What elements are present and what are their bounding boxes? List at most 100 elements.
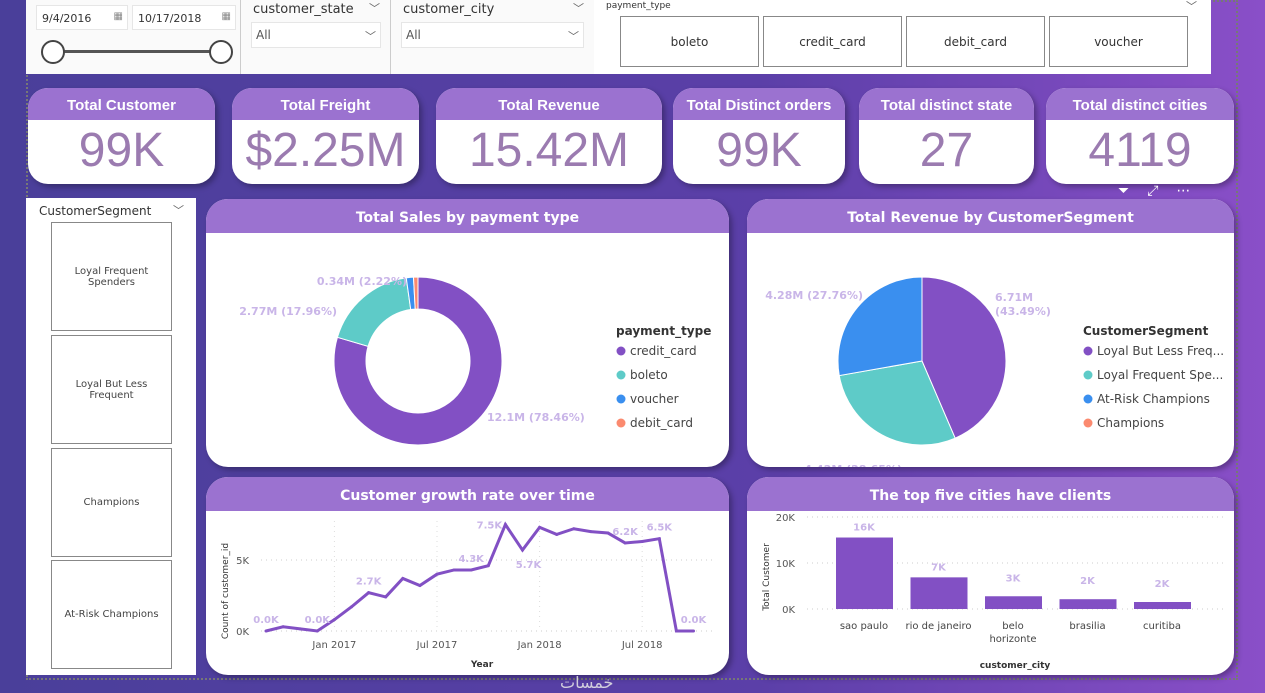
segment-option[interactable]: Loyal Frequent Spenders — [51, 222, 172, 331]
legend-item: credit_card — [630, 344, 697, 358]
data-point — [384, 595, 388, 599]
payment-option-credit-card[interactable]: credit_card — [763, 16, 902, 67]
payment-type-slicer: payment_type ﹀ boleto credit_card debit_… — [594, 0, 1211, 74]
pie-slice-debit_card — [412, 276, 419, 310]
legend-item: boleto — [630, 368, 668, 382]
date-start-input[interactable]: 9/4/2016 ▦ — [36, 5, 128, 30]
data-point — [572, 527, 576, 531]
chevron-down-icon[interactable]: ﹀ — [369, 2, 380, 15]
payment-option-debit-card[interactable]: debit_card — [906, 16, 1045, 67]
data-point — [418, 584, 422, 588]
pie-svg: 6.71M(43.49%) 4.42M (28.65%) 4.28M (27.76%… — [765, 276, 1224, 467]
legend-marker — [616, 394, 626, 404]
data-label: 6.71M (43.49%) — [995, 291, 1051, 318]
data-label: 0.0K — [305, 615, 332, 626]
segment-option[interactable]: Champions — [51, 448, 172, 557]
data-point — [555, 532, 559, 536]
x-tick-label: Jan 2018 — [517, 640, 562, 651]
data-point — [469, 568, 473, 572]
calendar-icon[interactable]: ▦ — [221, 11, 231, 22]
data-point — [350, 605, 353, 609]
x-tick-label: brasilia — [1069, 621, 1105, 632]
y-tick-label: 0K — [236, 627, 249, 638]
legend-marker — [1083, 394, 1093, 404]
segment-option[interactable]: Loyal But Less Frequent — [51, 335, 172, 444]
payment-option-voucher[interactable]: voucher — [1049, 16, 1188, 67]
more-options-icon[interactable]: ⋯ — [1176, 183, 1191, 199]
customer-growth-line-chart: Customer growth rate over time 0K 5K Jan 2… — [206, 477, 729, 675]
data-label: 6.2K — [612, 527, 639, 538]
kpi-total-revenue: Total Revenue 15.42M — [436, 88, 662, 184]
line-svg: 0K 5K Jan 2017 Jul 2017 Jan 2018 Jul 2018 0.0K… — [221, 521, 716, 670]
pie-slice-boleto — [336, 277, 412, 347]
data-point — [367, 591, 371, 595]
legend-title: CustomerSegment — [1083, 324, 1209, 338]
legend-marker — [1083, 370, 1093, 380]
bar-belo-horizonte — [985, 596, 1042, 609]
calendar-icon[interactable]: ▦ — [113, 11, 123, 22]
kpi-total-distinct-cities: Total distinct cities 4119 — [1046, 88, 1234, 184]
focus-mode-icon[interactable]: ⤢ — [1147, 183, 1159, 199]
legend-marker — [616, 346, 626, 356]
x-axis-title: Year — [470, 660, 494, 670]
data-point — [332, 618, 336, 622]
x-axis-title: customer_city — [980, 661, 1051, 671]
data-point — [692, 629, 695, 633]
bar-svg: 0K 10K 20K 16K sao paulo 7K rio de janeiro 3K be… — [762, 513, 1225, 671]
customer-segment-slicer: CustomerSegment ﹀ Loyal Frequent Spender… — [26, 198, 196, 675]
kpi-total-distinct-state: Total distinct state 27 — [859, 88, 1034, 184]
data-label: 4.28M (27.76%) — [765, 289, 863, 302]
y-axis-title: Count of customer_id — [221, 543, 231, 639]
date-end-input[interactable]: 10/17/2018 ▦ — [132, 5, 236, 30]
data-label: 6.5K — [647, 523, 674, 534]
data-label: 2.7K — [356, 577, 383, 588]
data-point — [503, 523, 507, 526]
data-label: 2K — [1080, 576, 1096, 587]
data-label: 0.34M (2.22%) — [317, 275, 407, 288]
data-point — [538, 525, 542, 529]
legend-item: At-Risk Champions — [1097, 392, 1210, 406]
segment-option[interactable]: At-Risk Champions — [51, 560, 172, 669]
slider-start-handle[interactable] — [41, 40, 65, 64]
x-tick-label: sao paulo — [840, 621, 888, 632]
data-point — [264, 629, 268, 633]
x-tick-label: Jan 2017 — [311, 640, 356, 651]
chevron-down-icon[interactable]: ﹀ — [173, 204, 184, 217]
data-label: 16K — [853, 523, 876, 534]
data-point — [315, 629, 319, 633]
kpi-total-freight: Total Freight $2.25M — [232, 88, 419, 184]
y-tick-label: 20K — [776, 513, 796, 524]
data-point — [281, 625, 285, 629]
data-label: 3K — [1006, 573, 1022, 584]
customer-city-dropdown[interactable]: All ﹀ — [401, 22, 584, 48]
chevron-down-icon: ﹀ — [365, 30, 376, 43]
watermark: خمسات — [560, 673, 614, 692]
date-slicer: 9/4/2016 ▦ 10/17/2018 ▦ — [26, 0, 241, 74]
y-tick-label: 10K — [776, 559, 796, 570]
chevron-down-icon[interactable]: ﹀ — [1186, 0, 1197, 13]
filter-icon[interactable]: ⏷ — [1118, 183, 1130, 199]
bar-brasilia — [1059, 599, 1117, 609]
payment-option-boleto[interactable]: boleto — [620, 16, 759, 67]
y-tick-label: 5K — [236, 556, 249, 567]
x-tick-label: Jul 2017 — [416, 640, 458, 651]
data-label: 4.3K — [458, 554, 485, 565]
kpi-total-customer: Total Customer 99K — [28, 88, 215, 184]
data-label: 2K — [1155, 579, 1171, 590]
x-tick-label: Jul 2018 — [621, 640, 663, 651]
filter-bar: 9/4/2016 ▦ 10/17/2018 ▦ customer_state ﹀ A… — [26, 0, 1211, 74]
customer-city-slicer: customer_city ﹀ All ﹀ — [391, 0, 594, 74]
pie-slice-credit_card — [333, 276, 503, 446]
customer-state-dropdown[interactable]: All ﹀ — [251, 22, 381, 48]
chevron-down-icon[interactable]: ﹀ — [573, 2, 584, 15]
slider-end-handle[interactable] — [209, 40, 233, 64]
data-label: 0.0K — [253, 615, 280, 626]
series-line — [265, 521, 694, 633]
data-point — [486, 564, 490, 568]
pie-slice-at-risk-champions — [837, 276, 923, 377]
x-tick-label: curitiba — [1143, 621, 1181, 632]
data-point — [589, 530, 593, 534]
data-label: 2.77M (17.96%) — [239, 305, 337, 318]
date-range-slider[interactable] — [53, 50, 221, 53]
y-tick-label: 0K — [782, 605, 795, 616]
